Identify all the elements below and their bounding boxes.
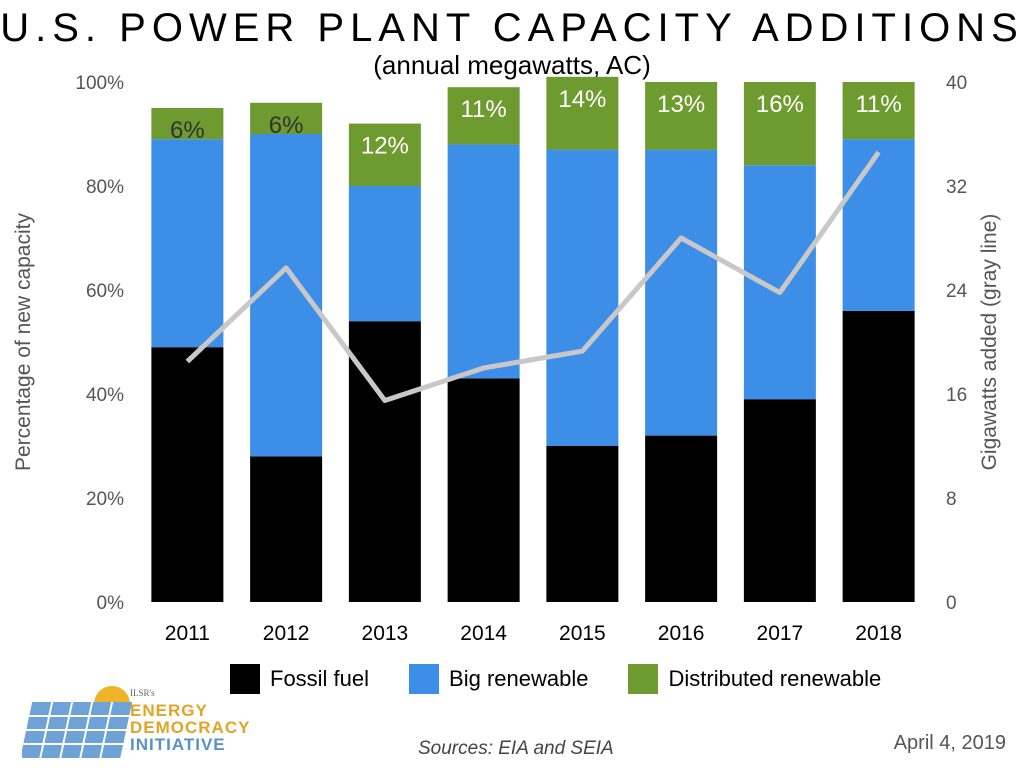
bar-distributed-renewable-2011 bbox=[151, 108, 224, 140]
legend-item-fossil: Fossil fuel bbox=[230, 664, 369, 694]
bar-distributed-renewable-2013 bbox=[348, 123, 421, 186]
stacked-bar-chart: 6% 6% 12% 11% 14% 13% 16% 11% 2011 2012 2013 2014 2… bbox=[12, 73, 1001, 645]
x-tick-2013: 2013 bbox=[362, 622, 409, 645]
gigawatts-line bbox=[185, 150, 881, 403]
bar-distributed-renewable-2015 bbox=[546, 76, 619, 150]
bar-label-distributed-2013: 12% bbox=[361, 133, 409, 160]
y-tick-left-2: 40% bbox=[86, 385, 124, 406]
bar-label-distributed-2011: 6% bbox=[170, 117, 205, 144]
bar-label-distributed-2014: 11% bbox=[460, 96, 506, 123]
x-tick-2015: 2015 bbox=[559, 622, 606, 645]
chart-subtitle: (annual megawatts, AC) bbox=[373, 50, 651, 80]
y-axis-title-left: Percentage of new capacity bbox=[12, 213, 35, 471]
bar-big-renewable-2011 bbox=[151, 139, 224, 348]
bar-fossil-fuel-2012 bbox=[250, 456, 323, 602]
bar-fossil-fuel-2017 bbox=[743, 399, 816, 602]
legend-label-distributed-renewable: Distributed renewable bbox=[668, 666, 882, 691]
bar-fossil-fuel-2011 bbox=[151, 347, 224, 602]
legend-label-fossil: Fossil fuel bbox=[270, 666, 370, 691]
bar-big-renewable-2016 bbox=[645, 149, 718, 436]
chart-title: U.S. POWER PLANT CAPACITY ADDITIONS bbox=[0, 6, 1024, 50]
chart-legend: Fossil fuel Big renewable Distributed re… bbox=[230, 664, 921, 694]
logo-energy-text: ENERGY bbox=[130, 701, 208, 720]
logo-ilsr-text: ILSR's bbox=[130, 688, 155, 698]
x-tick-2017: 2017 bbox=[757, 622, 804, 645]
x-tick-2018: 2018 bbox=[855, 622, 902, 645]
y-tick-left-4: 80% bbox=[86, 177, 124, 198]
legend-item-distributed-renewable: Distributed renewable bbox=[628, 664, 881, 694]
y-tick-left-5: 100% bbox=[75, 73, 124, 94]
logo-democracy-text: DEMOCRACY bbox=[130, 718, 251, 737]
y-tick-right-0: 0 bbox=[946, 593, 957, 614]
solar-panel-logo-icon bbox=[22, 686, 133, 758]
y-tick-right-2: 16 bbox=[946, 385, 967, 406]
legend-swatch-big-renewable bbox=[409, 664, 440, 694]
y-tick-right-3: 24 bbox=[946, 281, 968, 302]
bar-label-distributed-2016: 13% bbox=[657, 91, 705, 118]
bar-big-renewable-2013 bbox=[348, 186, 421, 322]
bar-big-renewable-2012 bbox=[250, 134, 323, 457]
y-axis-title-right: Gigawatts added (gray line) bbox=[978, 214, 1001, 471]
date-label: April 4, 2019 bbox=[893, 732, 1006, 754]
legend-swatch-fossil bbox=[230, 664, 260, 694]
legend-item-big-renewable: Big renewable bbox=[409, 664, 588, 694]
legend-swatch-distributed-renewable bbox=[628, 664, 659, 694]
bar-label-distributed-2015: 14% bbox=[558, 86, 606, 113]
bar-label-distributed-2017: 16% bbox=[756, 91, 804, 118]
bar-label-distributed-2018: 11% bbox=[855, 91, 901, 118]
bar-big-renewable-2014 bbox=[447, 144, 520, 379]
bar-distributed-renewable-2017 bbox=[743, 82, 816, 166]
y-tick-right-5: 40 bbox=[946, 73, 967, 94]
x-tick-2011: 2011 bbox=[165, 622, 210, 645]
legend-label-big-renewable: Big renewable bbox=[449, 666, 589, 691]
bar-label-distributed-2012: 6% bbox=[269, 112, 304, 139]
bar-fossil-fuel-2018 bbox=[842, 310, 915, 602]
bar-fossil-fuel-2016 bbox=[645, 435, 718, 602]
bar-big-renewable-2018 bbox=[842, 139, 915, 311]
bar-big-renewable-2017 bbox=[743, 165, 816, 400]
bar-big-renewable-2015 bbox=[546, 149, 619, 446]
y-tick-left-3: 60% bbox=[86, 281, 124, 302]
bar-distributed-renewable-2016 bbox=[645, 82, 718, 150]
y-tick-right-4: 32 bbox=[946, 177, 967, 198]
bar-fossil-fuel-2014 bbox=[447, 378, 520, 602]
y-tick-right-1: 8 bbox=[946, 489, 957, 510]
logo-initiative-text: INITIATIVE bbox=[130, 735, 226, 754]
bar-distributed-renewable-2018 bbox=[842, 82, 915, 140]
x-tick-2016: 2016 bbox=[658, 622, 705, 645]
bar-fossil-fuel-2015 bbox=[546, 446, 619, 602]
y-tick-left-0: 0% bbox=[97, 593, 125, 614]
x-tick-2014: 2014 bbox=[460, 622, 507, 645]
bar-distributed-renewable-2012 bbox=[250, 102, 323, 134]
y-tick-left-1: 20% bbox=[86, 489, 124, 510]
bar-distributed-renewable-2014 bbox=[447, 87, 520, 145]
x-tick-2012: 2012 bbox=[263, 622, 310, 645]
sources-note: Sources: EIA and SEIA bbox=[418, 738, 614, 759]
